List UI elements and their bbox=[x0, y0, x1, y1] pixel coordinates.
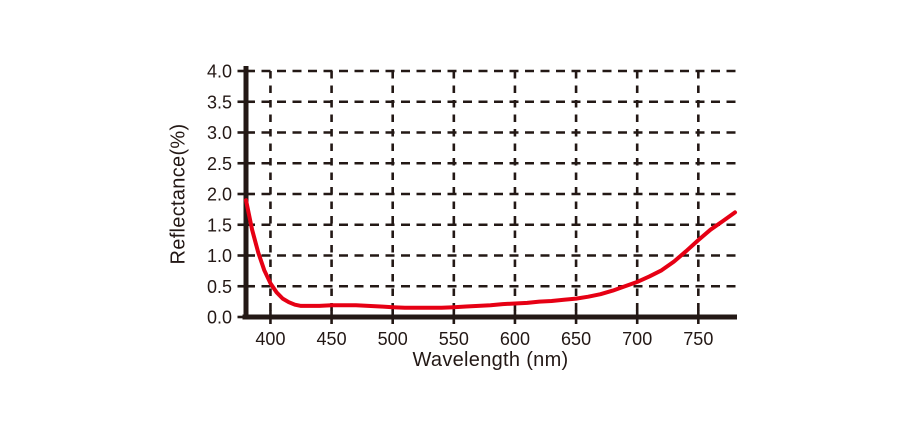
tick-labels: 0.0 0.5 1.0 1.5 2.0 2.5 3.0 3.5 4.0 400 450 500 550 6… bbox=[207, 62, 713, 350]
x-tick-label: 400 bbox=[255, 329, 285, 349]
grid-lines bbox=[246, 69, 742, 317]
y-tick-label: 3.5 bbox=[207, 92, 232, 112]
y-tick-label: 1.0 bbox=[207, 246, 232, 266]
y-tick-label: 4.0 bbox=[207, 62, 232, 82]
y-tick-label: 2.5 bbox=[207, 154, 232, 174]
x-tick-label: 700 bbox=[622, 329, 652, 349]
y-tick-label: 1.5 bbox=[207, 215, 232, 235]
y-axis-title: Reflectance(%) bbox=[167, 123, 190, 265]
y-tick-label: 3.0 bbox=[207, 123, 232, 143]
x-tick-label: 550 bbox=[439, 329, 469, 349]
y-tick-label: 0.5 bbox=[207, 277, 232, 297]
tick-marks bbox=[237, 69, 700, 324]
x-tick-label: 750 bbox=[683, 329, 713, 349]
x-tick-label: 600 bbox=[500, 329, 530, 349]
reflectance-curve bbox=[244, 198, 737, 310]
x-tick-label: 450 bbox=[317, 329, 347, 349]
x-tick-label: 500 bbox=[378, 329, 408, 349]
x-tick-label: 650 bbox=[561, 329, 591, 349]
y-tick-label: 0.0 bbox=[207, 308, 232, 328]
y-tick-label: 2.0 bbox=[207, 185, 232, 205]
x-axis-title: Wavelength (nm) bbox=[412, 349, 569, 371]
